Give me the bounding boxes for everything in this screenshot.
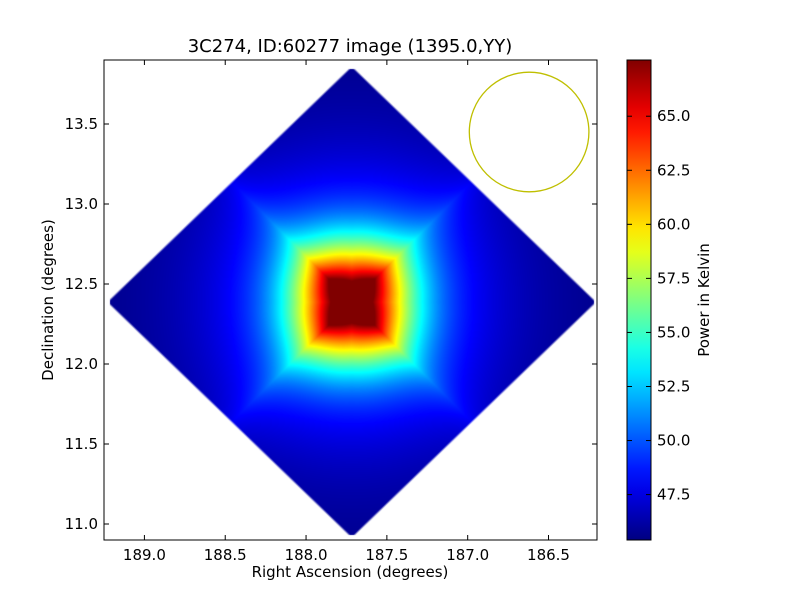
x-tick-label: 189.0 — [123, 546, 166, 564]
x-tick-label: 188.5 — [204, 546, 247, 564]
y-axis-label: Declination (degrees) — [39, 219, 57, 381]
y-tick-label: 12.5 — [65, 275, 98, 293]
beam-circle — [468, 71, 590, 193]
x-tick-label: 186.5 — [527, 546, 570, 564]
x-axis: 189.0 188.5 188.0 187.5 187.0 186.5 — [123, 60, 570, 564]
colorbar-tick-label: 52.5 — [657, 377, 690, 395]
plot-frame — [103, 59, 598, 541]
colorbar-tick-label: 47.5 — [657, 486, 690, 504]
x-tick-label: 187.5 — [365, 546, 408, 564]
y-tick-label: 12.0 — [65, 355, 98, 373]
colorbar-tick-label: 57.5 — [657, 269, 690, 287]
heatmap-image — [104, 60, 597, 540]
colorbar-label: Power in Kelvin — [695, 243, 713, 357]
colorbar: 47.5 50.0 52.5 55.0 57.5 60.0 62.5 65.0 — [626, 59, 690, 541]
colorbar-ticks: 47.5 50.0 52.5 55.0 57.5 60.0 62.5 65.0 — [627, 107, 690, 504]
x-tick-label: 187.0 — [446, 546, 489, 564]
colorbar-tick-label: 62.5 — [657, 161, 690, 179]
y-axis: 11.0 11.5 12.0 12.5 13.0 13.5 — [65, 115, 597, 533]
y-tick-label: 13.5 — [65, 115, 98, 133]
heatmap-raster — [104, 60, 597, 540]
colorbar-tick-label: 65.0 — [657, 107, 690, 125]
y-tick-label: 11.5 — [65, 435, 98, 453]
colorbar-frame — [626, 59, 652, 541]
chart-title: 3C274, ID:60277 image (1395.0,YY) — [188, 36, 513, 57]
colorbar-tick-label: 55.0 — [657, 323, 690, 341]
x-axis-label: Right Ascension (degrees) — [252, 563, 449, 581]
y-tick-label: 11.0 — [65, 515, 98, 533]
colorbar-tick-label: 60.0 — [657, 215, 690, 233]
x-tick-label: 188.0 — [285, 546, 328, 564]
colorbar-tick-label: 50.0 — [657, 432, 690, 450]
colorbar-gradient — [627, 60, 651, 540]
y-tick-label: 13.0 — [65, 195, 98, 213]
